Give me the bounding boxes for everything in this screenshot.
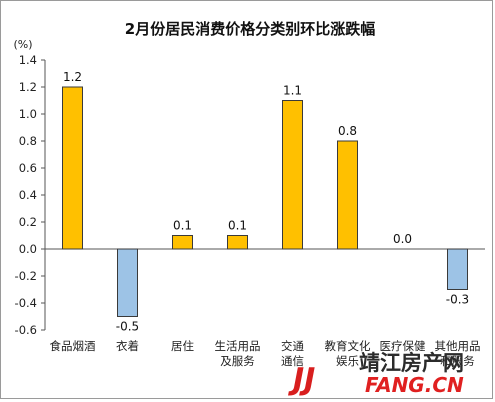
bar <box>172 235 193 250</box>
data-label: 0.8 <box>338 124 357 138</box>
category-label: 及服务 <box>220 354 255 368</box>
y-tick-label: -0.4 <box>15 296 37 310</box>
y-tick-label: 0.6 <box>19 161 37 175</box>
watermark-mark: JJ <box>288 362 315 397</box>
category-label: 居住 <box>171 339 194 353</box>
category-label: 其他用品 <box>435 339 481 353</box>
value-labels: 1.2 -0.5 0.1 0.1 1.1 0.8 0.0 -0.3 <box>63 70 469 334</box>
bar <box>227 235 248 250</box>
y-tick-label: 0.8 <box>19 134 37 148</box>
bar <box>62 86 83 250</box>
watermark-logo: JJ 靖江房产网 FANG.CN <box>288 351 464 397</box>
data-label: 0.1 <box>228 219 247 233</box>
category-label: 食品烟酒 <box>50 339 96 353</box>
unit-label: (%) <box>13 38 32 51</box>
category-label: 教育文化 <box>325 339 371 353</box>
bars <box>62 86 468 317</box>
y-tick-label: 1.4 <box>19 53 37 67</box>
chart-title: 2月份居民消费价格分类别环比涨跌幅 <box>125 20 375 38</box>
y-tick-label: 0.0 <box>19 242 37 256</box>
watermark-url: FANG.CN <box>365 373 464 397</box>
category-label: 娱乐 <box>336 354 359 368</box>
category-label: 和服务 <box>440 354 475 368</box>
data-label: 1.1 <box>283 84 302 98</box>
y-tick-label: 1.0 <box>19 107 37 121</box>
data-label: -0.5 <box>116 320 139 334</box>
data-label: 0.0 <box>393 232 412 246</box>
category-label: 衣着 <box>116 339 139 353</box>
y-tick-label: 1.2 <box>19 80 37 94</box>
category-label: 生活用品 <box>215 339 261 353</box>
category-label: 交通 <box>281 339 304 353</box>
y-tick-label: 0.2 <box>19 215 37 229</box>
y-axis: 1.4 1.2 1.0 0.8 0.6 0.4 0.2 0.0 -0.2 -0.4 -0.6 <box>15 53 485 337</box>
data-label: -0.3 <box>446 293 469 307</box>
watermark-name: 靖江房产网 <box>359 351 464 375</box>
bar <box>337 140 358 250</box>
bar <box>447 248 468 290</box>
bar <box>282 100 303 250</box>
category-label: 医疗保健 <box>380 339 426 353</box>
y-tick-label: 0.4 <box>19 188 37 202</box>
y-tick-label: -0.6 <box>15 323 37 337</box>
bar <box>117 248 138 317</box>
data-label: 1.2 <box>63 70 82 84</box>
data-label: 0.1 <box>173 219 192 233</box>
category-label: 通信 <box>281 354 304 368</box>
y-tick-label: -0.2 <box>15 269 37 283</box>
